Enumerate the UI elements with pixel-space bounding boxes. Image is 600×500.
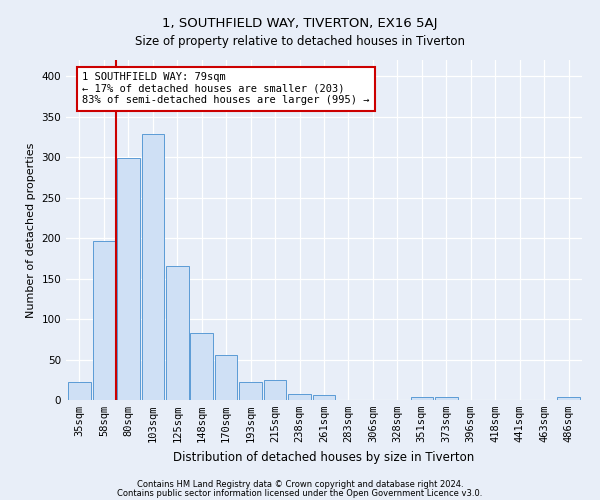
Bar: [239, 382, 262, 400]
Bar: [68, 382, 91, 400]
Bar: [557, 397, 580, 400]
X-axis label: Distribution of detached houses by size in Tiverton: Distribution of detached houses by size …: [173, 450, 475, 464]
Text: Contains HM Land Registry data © Crown copyright and database right 2024.: Contains HM Land Registry data © Crown c…: [137, 480, 463, 489]
Bar: [142, 134, 164, 400]
Bar: [288, 394, 311, 400]
Y-axis label: Number of detached properties: Number of detached properties: [26, 142, 36, 318]
Text: 1, SOUTHFIELD WAY, TIVERTON, EX16 5AJ: 1, SOUTHFIELD WAY, TIVERTON, EX16 5AJ: [162, 18, 438, 30]
Bar: [410, 397, 433, 400]
Bar: [264, 380, 286, 400]
Text: Contains public sector information licensed under the Open Government Licence v3: Contains public sector information licen…: [118, 488, 482, 498]
Text: 1 SOUTHFIELD WAY: 79sqm
← 17% of detached houses are smaller (203)
83% of semi-d: 1 SOUTHFIELD WAY: 79sqm ← 17% of detache…: [82, 72, 370, 106]
Bar: [166, 266, 188, 400]
Bar: [313, 395, 335, 400]
Text: Size of property relative to detached houses in Tiverton: Size of property relative to detached ho…: [135, 35, 465, 48]
Bar: [117, 158, 140, 400]
Bar: [92, 240, 115, 400]
Bar: [435, 397, 458, 400]
Bar: [190, 333, 213, 400]
Bar: [215, 354, 238, 400]
